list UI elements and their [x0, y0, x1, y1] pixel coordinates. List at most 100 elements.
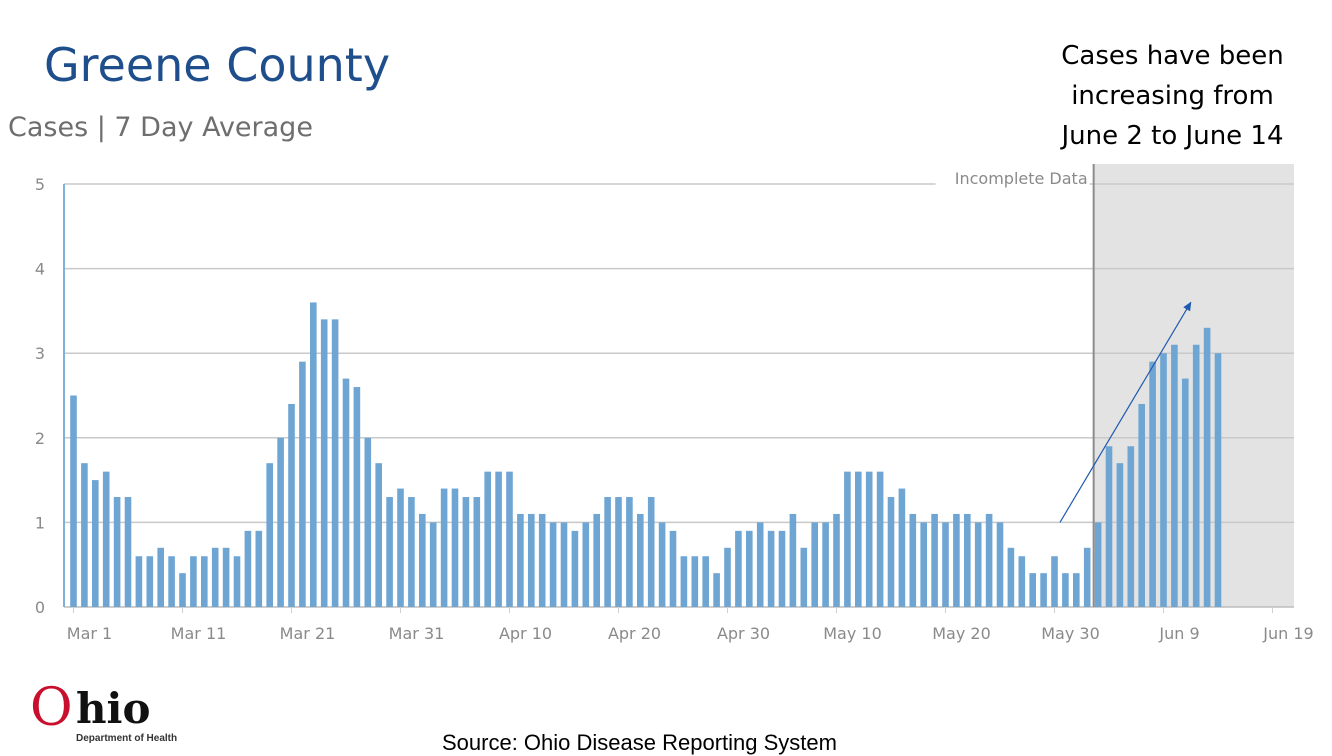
y-axis-ticks: 0 1 2 3 4 5	[35, 175, 45, 617]
data-bar	[1094, 522, 1102, 607]
data-bar	[604, 497, 611, 607]
incomplete-label-backing	[935, 166, 1090, 188]
data-bar	[1083, 547, 1091, 607]
data-bar	[201, 556, 208, 607]
data-bar	[342, 378, 350, 607]
data-bar	[1214, 353, 1222, 607]
data-bar	[451, 488, 459, 607]
bar-series	[70, 302, 1222, 607]
x-tick-label: Jun 9	[1158, 624, 1199, 643]
data-bar	[429, 522, 437, 607]
data-bar	[800, 547, 808, 607]
data-bar	[560, 522, 568, 607]
data-bar	[1149, 361, 1156, 607]
data-bar	[876, 471, 884, 607]
data-bar	[702, 556, 709, 607]
data-bar	[920, 522, 927, 607]
data-bar	[70, 395, 77, 607]
data-bar	[1203, 327, 1211, 607]
data-bar	[571, 530, 579, 607]
note-line: June 2 to June 14	[1061, 121, 1284, 151]
data-bar	[419, 513, 426, 607]
data-bar	[484, 471, 491, 607]
data-bar	[985, 513, 993, 607]
data-bar	[1127, 446, 1135, 607]
data-bar	[113, 497, 121, 607]
x-tick-label: May 20	[932, 624, 991, 643]
data-bar	[353, 387, 361, 607]
data-bar	[822, 522, 829, 607]
data-bar	[1160, 353, 1167, 607]
chart-subtitle: Cases | 7 Day Average	[8, 112, 313, 143]
incomplete-data-label: Incomplete Data	[955, 169, 1088, 188]
data-bar	[767, 530, 775, 607]
x-tick-label: Mar 31	[389, 624, 445, 643]
data-bar	[964, 513, 971, 607]
data-bar	[375, 463, 382, 607]
data-bar	[310, 302, 317, 607]
x-axis-ticks: Mar 1 Mar 11 Mar 21 Mar 31 Apr 10 Apr 20 Apr 3…	[67, 607, 1314, 643]
data-bar	[440, 488, 448, 607]
x-tick-label: Apr 30	[717, 624, 770, 643]
data-bar	[1192, 344, 1200, 607]
data-bar	[746, 530, 753, 607]
data-bar	[92, 480, 99, 607]
y-tick-label: 2	[35, 429, 45, 448]
data-bar	[211, 547, 219, 607]
source-caption: Source: Ohio Disease Reporting System	[442, 730, 837, 755]
data-bar	[244, 530, 252, 607]
ohio-logo-o: O	[30, 678, 73, 738]
data-bar	[179, 573, 186, 607]
data-bar	[102, 471, 110, 607]
data-bar	[615, 497, 622, 607]
data-bar	[320, 319, 328, 607]
data-bar	[942, 522, 949, 607]
chart-title: Greene County	[44, 38, 391, 92]
data-bar	[331, 319, 339, 607]
data-bar	[735, 530, 742, 607]
x-tick-label: Mar 21	[280, 624, 336, 643]
data-bar	[778, 530, 786, 607]
data-bar	[190, 556, 197, 607]
data-bar	[538, 513, 546, 607]
data-bar	[855, 471, 862, 607]
data-bar	[691, 556, 699, 607]
data-bar	[299, 361, 306, 607]
data-bar	[473, 497, 481, 607]
data-bar	[1073, 573, 1080, 607]
note-line: Cases have been	[1061, 41, 1284, 71]
data-bar	[386, 497, 393, 607]
data-bar	[528, 513, 535, 607]
data-bar	[756, 522, 764, 607]
data-bar	[81, 463, 88, 607]
annotation-note: Cases have been increasing from June 2 t…	[1040, 36, 1305, 156]
x-tick-label: Mar 11	[171, 624, 227, 643]
data-bar	[1182, 378, 1189, 607]
ohio-logo-subtitle: Department of Health	[76, 733, 178, 744]
data-bar	[1051, 556, 1058, 607]
data-bar	[713, 573, 720, 607]
data-bar	[909, 513, 917, 607]
data-bar	[865, 471, 873, 607]
data-bar	[626, 497, 633, 607]
data-bar	[506, 471, 513, 607]
trend-arrow	[1059, 301, 1192, 523]
y-tick-label: 0	[35, 598, 45, 617]
data-bar	[898, 488, 906, 607]
data-bar	[637, 513, 644, 607]
data-bar	[887, 497, 895, 607]
data-bar	[157, 547, 164, 607]
data-bar	[288, 403, 295, 607]
data-bar	[1105, 446, 1113, 607]
data-bar	[996, 522, 1004, 607]
data-bar	[1018, 556, 1026, 607]
x-tick-label: May 30	[1041, 624, 1100, 643]
data-bar	[833, 513, 840, 607]
data-bar	[517, 513, 524, 607]
data-bar	[408, 497, 415, 607]
data-bar	[931, 513, 938, 607]
data-bar	[724, 547, 731, 607]
x-tick-label: Apr 20	[608, 624, 661, 643]
data-bar	[255, 530, 263, 607]
data-bar	[146, 556, 154, 607]
